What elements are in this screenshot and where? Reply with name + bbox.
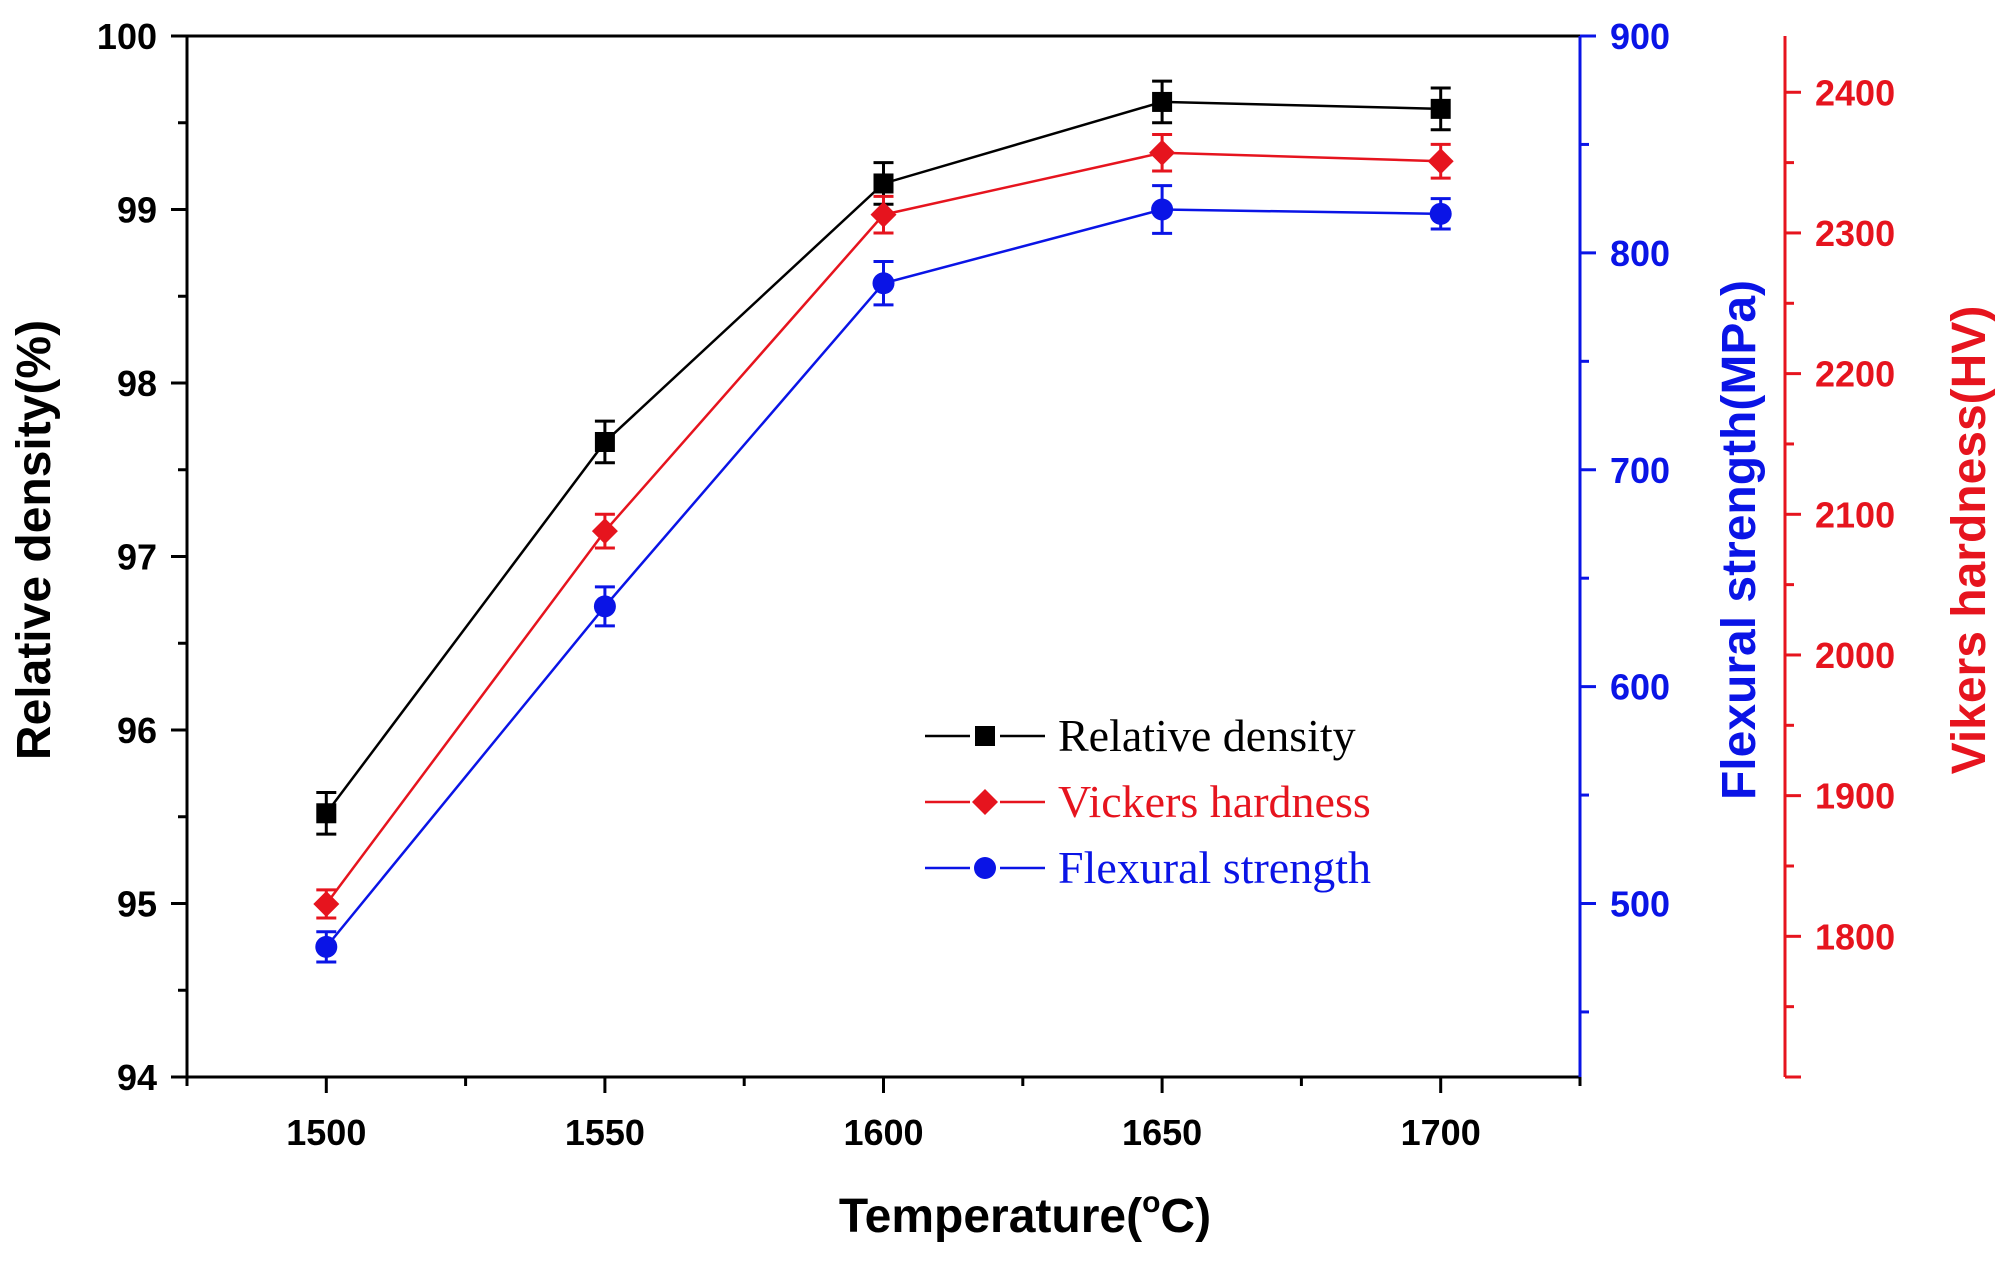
flexural-axis-title: Flexural strength(MPa) (1713, 280, 1766, 800)
flexural-tick-label: 700 (1610, 450, 1670, 491)
vickers-hardness-point (870, 201, 897, 228)
x-axis-title-sup: o (1142, 1186, 1160, 1219)
legend-marker-vickers-hardness (972, 789, 998, 815)
vickers-tick-label: 2000 (1815, 635, 1895, 676)
relative-density-point (316, 803, 337, 824)
x-axis-title-suffix: C) (1160, 1190, 1211, 1243)
relative-density-point (594, 431, 615, 452)
vickers-tick-label: 1900 (1815, 776, 1895, 817)
flexural-strength-line (325, 208, 1441, 948)
vickers-axis-title: Vikers hardness(HV) (1943, 306, 1996, 775)
axis-ticks (171, 34, 1801, 1093)
vickers-hardness-point (1427, 148, 1454, 175)
vickers-hardness-point (591, 518, 618, 545)
series-relative-density (316, 79, 1451, 836)
x-axis-title: Temperature(oC) (839, 1186, 1211, 1243)
left-tick-label: 94 (117, 1057, 157, 1098)
flexural-tick-label: 900 (1610, 16, 1670, 57)
legend: Relative density Vickers hardness Flexural… (925, 710, 1371, 893)
flexural-strength-point (315, 935, 338, 958)
vickers-tick-label: 2100 (1815, 494, 1895, 535)
legend-label-flexural-strength: Flexural strength (1058, 842, 1371, 893)
x-tick-label: 1650 (1122, 1112, 1202, 1153)
flexural-tick-label: 500 (1610, 884, 1670, 925)
vickers-tick-label: 2400 (1815, 72, 1895, 113)
vickers-tick-label: 1800 (1815, 916, 1895, 957)
series-vickers-hardness (313, 132, 1454, 920)
x-axis-title-main: Temperature( (839, 1190, 1142, 1243)
x-tick-label: 1550 (565, 1112, 645, 1153)
legend-marker-relative-density (975, 726, 995, 746)
left-tick-label: 100 (97, 16, 157, 57)
series-layer (313, 79, 1454, 964)
relative-density-point (1152, 91, 1173, 112)
left-axis-title: Relative density(%) (8, 320, 61, 760)
vickers-hardness-point (1149, 139, 1176, 166)
flexural-strength-point (1429, 202, 1452, 225)
tick-labels: 1500 1550 1600 1650 1700 94 95 96 97 98 99 100 500 60… (97, 16, 1895, 1153)
legend-label-relative-density: Relative density (1058, 710, 1356, 761)
vickers-hardness-point (313, 890, 340, 917)
x-tick-label: 1700 (1401, 1112, 1481, 1153)
vickers-tick-label: 2200 (1815, 354, 1895, 395)
left-tick-label: 96 (117, 710, 157, 751)
left-tick-label: 95 (117, 884, 157, 925)
left-tick-label: 97 (117, 537, 157, 578)
left-tick-label: 99 (117, 190, 157, 231)
x-tick-label: 1500 (286, 1112, 366, 1153)
left-tick-label: 98 (117, 363, 157, 404)
flexural-strength-point (1151, 198, 1174, 221)
legend-marker-flexural-strength (974, 857, 996, 879)
relative-density-point (873, 173, 894, 194)
relative-density-point (1430, 98, 1451, 119)
vickers-tick-label: 2300 (1815, 213, 1895, 254)
flexural-strength-point (872, 272, 895, 295)
legend-label-vickers-hardness: Vickers hardness (1058, 776, 1371, 827)
flexural-tick-label: 800 (1610, 233, 1670, 274)
series-flexural-strength (315, 184, 1452, 964)
x-tick-label: 1600 (843, 1112, 923, 1153)
flexural-tick-label: 600 (1610, 667, 1670, 708)
flexural-strength-point (593, 595, 616, 618)
